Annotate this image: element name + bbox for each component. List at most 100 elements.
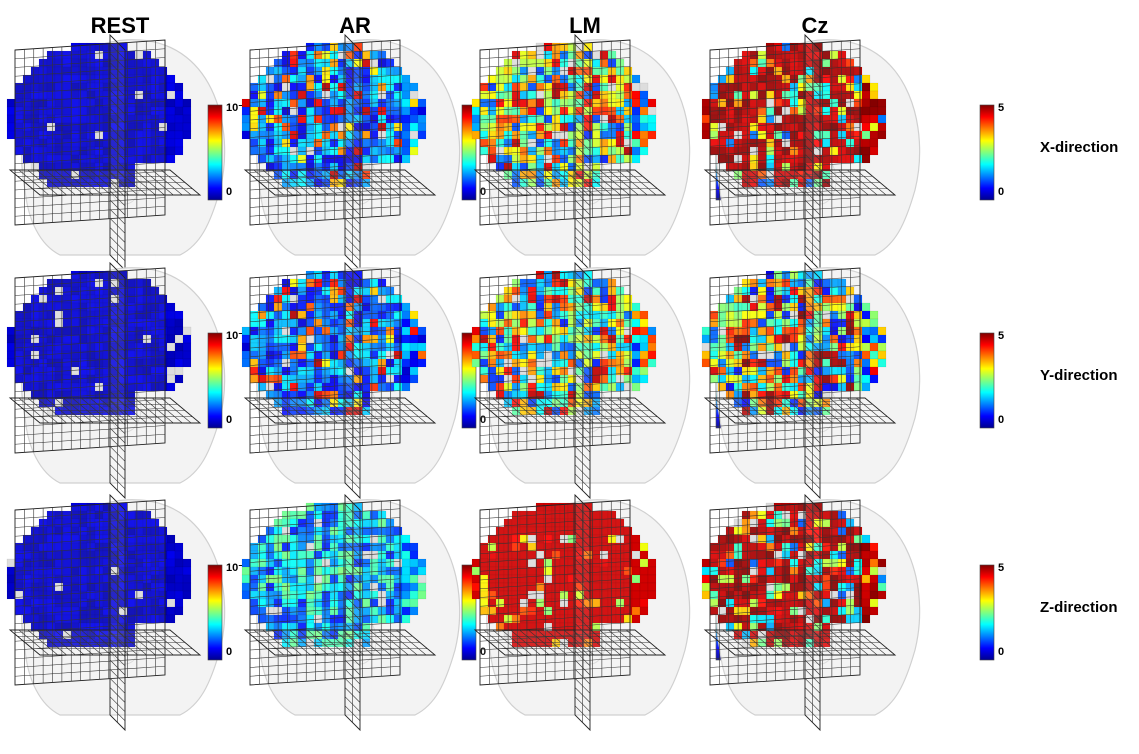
voxel bbox=[401, 598, 411, 608]
voxel bbox=[701, 582, 711, 592]
voxel bbox=[631, 106, 641, 116]
voxel bbox=[701, 566, 711, 576]
voxel bbox=[409, 350, 419, 360]
voxel bbox=[861, 90, 871, 100]
voxel bbox=[471, 106, 481, 116]
voxel bbox=[174, 542, 184, 552]
voxel bbox=[869, 558, 879, 568]
grid-lines bbox=[17, 629, 193, 656]
voxel bbox=[631, 590, 641, 600]
grid-lines bbox=[252, 169, 428, 196]
voxel bbox=[701, 590, 711, 600]
voxel bbox=[471, 350, 481, 360]
voxel bbox=[471, 98, 481, 108]
voxel bbox=[639, 598, 649, 608]
voxel bbox=[166, 74, 176, 84]
voxel bbox=[6, 574, 16, 584]
voxel bbox=[166, 146, 176, 156]
head-panel: 10⁻⁵0 bbox=[6, 261, 249, 500]
voxel bbox=[639, 558, 649, 568]
voxel bbox=[241, 334, 251, 344]
voxel bbox=[174, 358, 184, 368]
voxel bbox=[409, 122, 419, 132]
voxel bbox=[417, 342, 427, 352]
voxel bbox=[631, 558, 641, 568]
voxel bbox=[639, 606, 649, 616]
voxel bbox=[869, 342, 879, 352]
head-panel: 50 bbox=[471, 261, 740, 500]
voxel bbox=[647, 566, 657, 576]
voxel bbox=[241, 326, 251, 336]
voxel bbox=[174, 558, 184, 568]
voxel bbox=[409, 106, 419, 116]
voxel bbox=[417, 130, 427, 140]
voxel bbox=[647, 590, 657, 600]
voxel bbox=[471, 358, 481, 368]
voxel bbox=[401, 106, 411, 116]
voxel bbox=[631, 90, 641, 100]
column-title: REST bbox=[91, 13, 150, 38]
voxel bbox=[877, 350, 887, 360]
voxel bbox=[174, 606, 184, 616]
voxel bbox=[647, 130, 657, 140]
voxel bbox=[869, 334, 879, 344]
voxel bbox=[174, 310, 184, 320]
voxel bbox=[631, 350, 641, 360]
voxel bbox=[126, 638, 136, 648]
voxel bbox=[701, 342, 711, 352]
grid-lines bbox=[109, 42, 126, 263]
voxel bbox=[861, 342, 871, 352]
voxel bbox=[6, 342, 16, 352]
voxel bbox=[869, 326, 879, 336]
colorbar bbox=[979, 104, 995, 201]
voxel bbox=[241, 574, 251, 584]
grid-lines bbox=[344, 502, 361, 723]
grid-lines bbox=[109, 502, 126, 723]
colorbar bbox=[207, 104, 223, 201]
voxel bbox=[417, 558, 427, 568]
voxel bbox=[701, 558, 711, 568]
voxel bbox=[861, 106, 871, 116]
voxel bbox=[182, 122, 192, 132]
voxel bbox=[182, 582, 192, 592]
voxel bbox=[631, 98, 641, 108]
voxel bbox=[471, 114, 481, 124]
grid-lines bbox=[252, 629, 428, 656]
voxel bbox=[401, 130, 411, 140]
voxel bbox=[471, 326, 481, 336]
voxel bbox=[639, 334, 649, 344]
voxel bbox=[877, 342, 887, 352]
voxel bbox=[182, 566, 192, 576]
voxel bbox=[361, 178, 371, 188]
voxel bbox=[417, 122, 427, 132]
voxel bbox=[241, 582, 251, 592]
head-panel: 10⁻⁵0 bbox=[6, 33, 249, 272]
voxel bbox=[182, 334, 192, 344]
voxel bbox=[869, 106, 879, 116]
voxel bbox=[409, 326, 419, 336]
voxel bbox=[631, 374, 641, 384]
voxel bbox=[639, 574, 649, 584]
voxel bbox=[241, 566, 251, 576]
voxel bbox=[631, 114, 641, 124]
voxel bbox=[877, 98, 887, 108]
voxel bbox=[166, 598, 176, 608]
voxel bbox=[174, 82, 184, 92]
voxel bbox=[409, 146, 419, 156]
voxel bbox=[417, 574, 427, 584]
voxel bbox=[401, 334, 411, 344]
voxel bbox=[174, 582, 184, 592]
voxel bbox=[869, 550, 879, 560]
voxel bbox=[631, 382, 641, 392]
voxel bbox=[182, 130, 192, 140]
voxel bbox=[166, 90, 176, 100]
voxel bbox=[409, 310, 419, 320]
voxel bbox=[861, 366, 871, 376]
voxel bbox=[409, 366, 419, 376]
voxel bbox=[182, 98, 192, 108]
voxel bbox=[401, 558, 411, 568]
voxel bbox=[631, 542, 641, 552]
voxel bbox=[401, 114, 411, 124]
voxel bbox=[166, 106, 176, 116]
voxel bbox=[174, 318, 184, 328]
